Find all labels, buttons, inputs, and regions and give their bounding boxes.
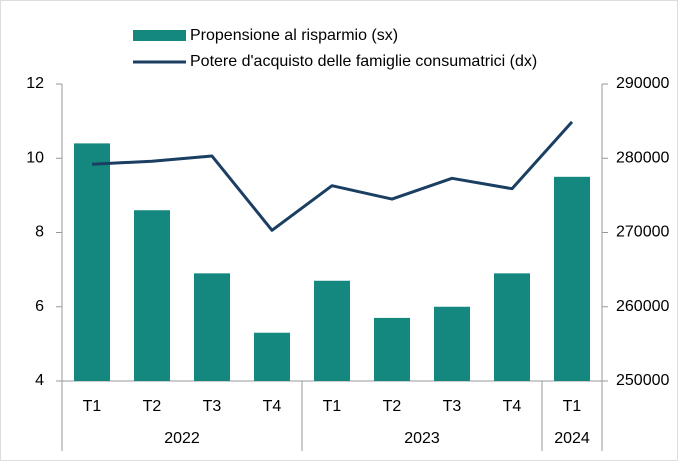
x-tick-label: T3 bbox=[203, 398, 222, 415]
y-tick-label: 12 bbox=[26, 75, 44, 92]
bar bbox=[194, 273, 230, 381]
x-tick-label: T4 bbox=[503, 398, 522, 415]
group-label: 2024 bbox=[554, 430, 590, 447]
x-tick-label: T2 bbox=[383, 398, 402, 415]
bar bbox=[554, 176, 590, 381]
y-tick-label: 4 bbox=[35, 372, 44, 389]
legend-label: Potere d'acquisto delle famiglie consuma… bbox=[190, 53, 537, 70]
y2-tick-label: 250000 bbox=[616, 372, 669, 389]
x-tick-label: T1 bbox=[323, 398, 342, 415]
y2-tick-label: 270000 bbox=[616, 224, 669, 241]
legend-swatch bbox=[133, 30, 186, 41]
bar bbox=[134, 210, 170, 381]
line bbox=[91, 120, 574, 232]
x-tick-label: T4 bbox=[263, 398, 282, 415]
x-tick-label: T3 bbox=[443, 398, 462, 415]
bar bbox=[74, 143, 110, 381]
group-label: 2022 bbox=[164, 430, 200, 447]
bar bbox=[314, 280, 350, 381]
x-tick-label: T2 bbox=[143, 398, 162, 415]
bar bbox=[434, 306, 470, 381]
bar bbox=[254, 332, 290, 381]
y-tick-label: 8 bbox=[35, 224, 44, 241]
x-tick-label: T1 bbox=[563, 398, 582, 415]
y2-tick-label: 290000 bbox=[616, 75, 669, 92]
group-label: 2023 bbox=[404, 430, 440, 447]
bar bbox=[494, 273, 530, 381]
y-tick-label: 6 bbox=[35, 298, 44, 315]
y2-tick-label: 280000 bbox=[616, 149, 669, 166]
x-tick-label: T1 bbox=[83, 398, 102, 415]
y2-tick-label: 260000 bbox=[616, 298, 669, 315]
bar bbox=[374, 317, 410, 381]
y-tick-label: 10 bbox=[26, 149, 44, 166]
legend-label: Propensione al risparmio (sx) bbox=[190, 27, 398, 44]
